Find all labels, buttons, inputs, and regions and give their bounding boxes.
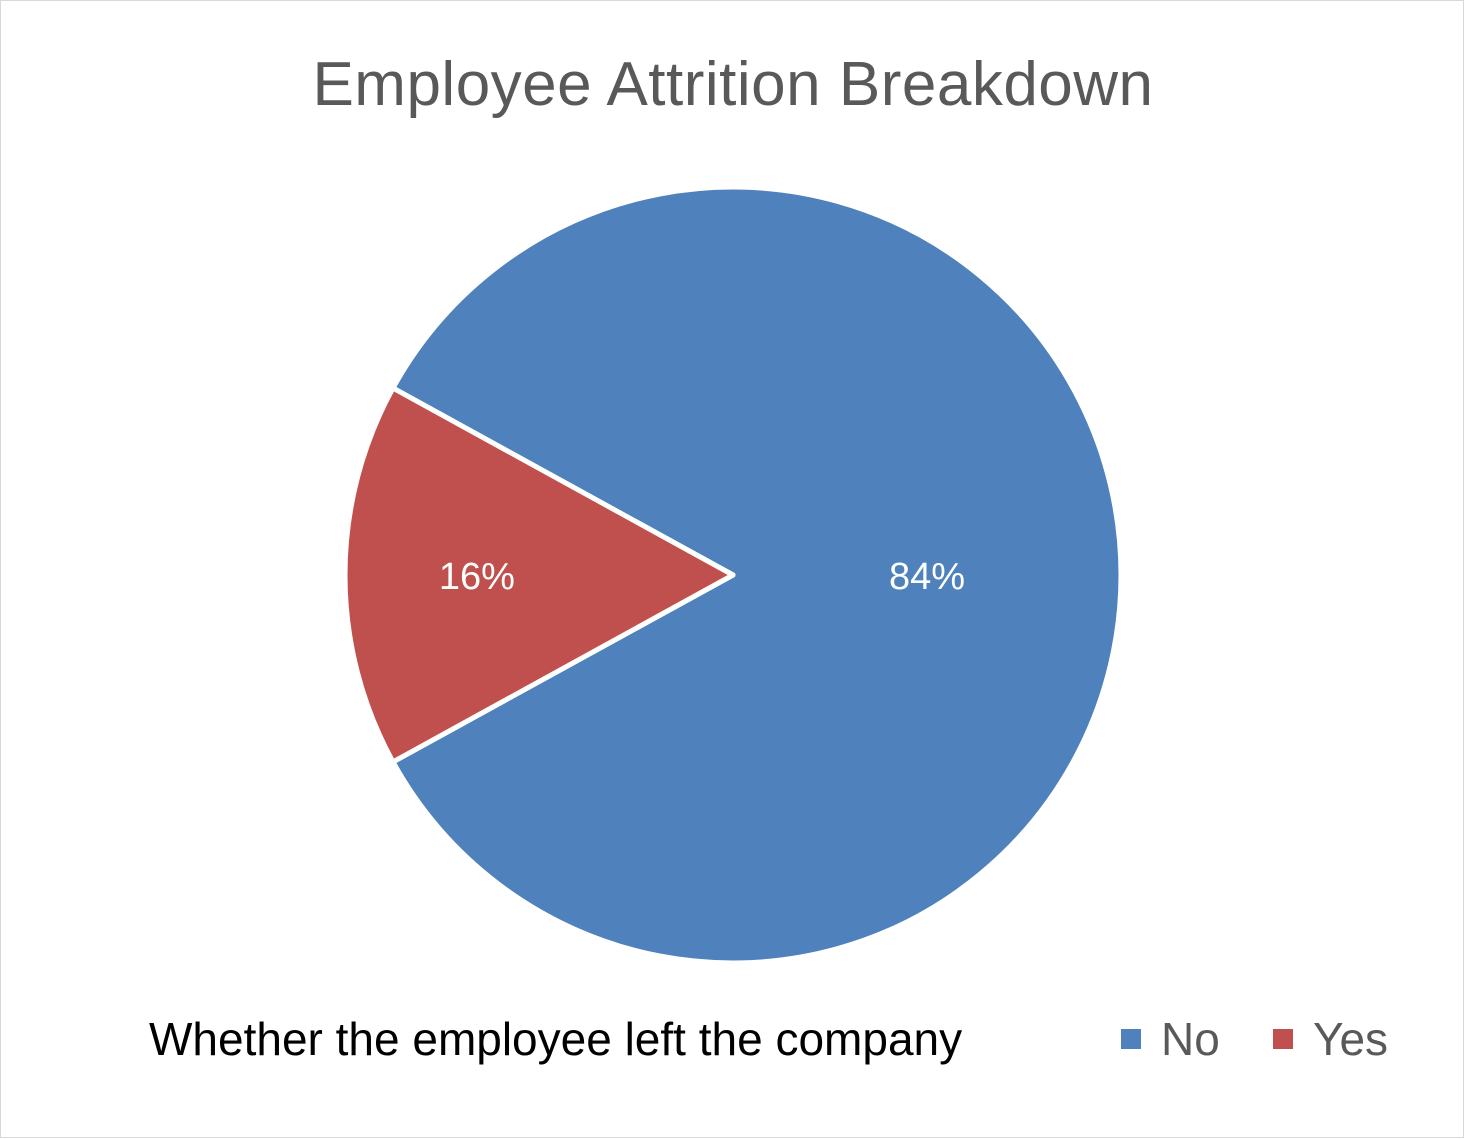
pie-slice-no	[390, 184, 1124, 966]
pie-slice-yes	[342, 385, 736, 765]
data-label-no: 84%	[889, 556, 965, 598]
legend-label-yes: Yes	[1313, 1013, 1389, 1065]
data-label-yes: 16%	[439, 556, 515, 598]
legend-title: Whether the employee left the company	[149, 1013, 963, 1065]
legend-swatch-no	[1121, 1029, 1141, 1049]
legend: Whether the employee left the company No…	[1, 1009, 1464, 1069]
legend-swatch-yes	[1273, 1029, 1293, 1049]
chart-title: Employee Attrition Breakdown	[312, 50, 1154, 119]
legend-label-no: No	[1161, 1013, 1220, 1065]
